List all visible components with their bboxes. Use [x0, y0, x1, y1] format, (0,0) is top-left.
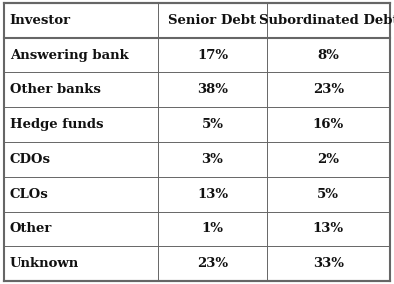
Text: 1%: 1%	[201, 222, 223, 235]
Bar	[266, 142, 390, 177]
Text: 38%: 38%	[197, 83, 228, 96]
Bar	[266, 246, 390, 281]
Text: 23%: 23%	[197, 257, 228, 270]
Text: CLOs: CLOs	[10, 188, 48, 201]
Bar	[158, 177, 266, 212]
Bar	[266, 212, 390, 246]
Text: 13%: 13%	[313, 222, 344, 235]
Bar	[4, 37, 158, 72]
Text: 5%: 5%	[201, 118, 223, 131]
Text: 13%: 13%	[197, 188, 228, 201]
Bar	[4, 212, 158, 246]
Text: CDOs: CDOs	[10, 153, 51, 166]
Bar	[158, 37, 266, 72]
Text: Senior Debt: Senior Debt	[169, 14, 256, 27]
Bar	[4, 3, 158, 38]
Text: Answering bank: Answering bank	[10, 49, 128, 62]
Text: Unknown: Unknown	[10, 257, 79, 270]
Bar	[266, 107, 390, 142]
Text: Investor: Investor	[10, 14, 71, 27]
Bar	[4, 177, 158, 212]
Bar	[4, 107, 158, 142]
Text: 3%: 3%	[201, 153, 223, 166]
Bar	[158, 72, 266, 107]
Bar	[158, 107, 266, 142]
Bar	[266, 72, 390, 107]
Text: 23%: 23%	[313, 83, 344, 96]
Bar	[158, 246, 266, 281]
Bar	[4, 72, 158, 107]
Text: Other: Other	[10, 222, 52, 235]
Bar	[266, 177, 390, 212]
Bar	[158, 212, 266, 246]
Text: 17%: 17%	[197, 49, 228, 62]
Text: Other banks: Other banks	[10, 83, 101, 96]
Text: 5%: 5%	[317, 188, 339, 201]
Text: 33%: 33%	[313, 257, 344, 270]
Text: 16%: 16%	[313, 118, 344, 131]
Bar	[158, 3, 266, 38]
Text: Hedge funds: Hedge funds	[10, 118, 103, 131]
Text: Subordinated Debt: Subordinated Debt	[258, 14, 394, 27]
Bar	[4, 142, 158, 177]
Text: 2%: 2%	[317, 153, 339, 166]
Text: 8%: 8%	[317, 49, 339, 62]
Bar	[4, 246, 158, 281]
Bar	[266, 37, 390, 72]
Bar	[266, 3, 390, 38]
Bar	[158, 142, 266, 177]
